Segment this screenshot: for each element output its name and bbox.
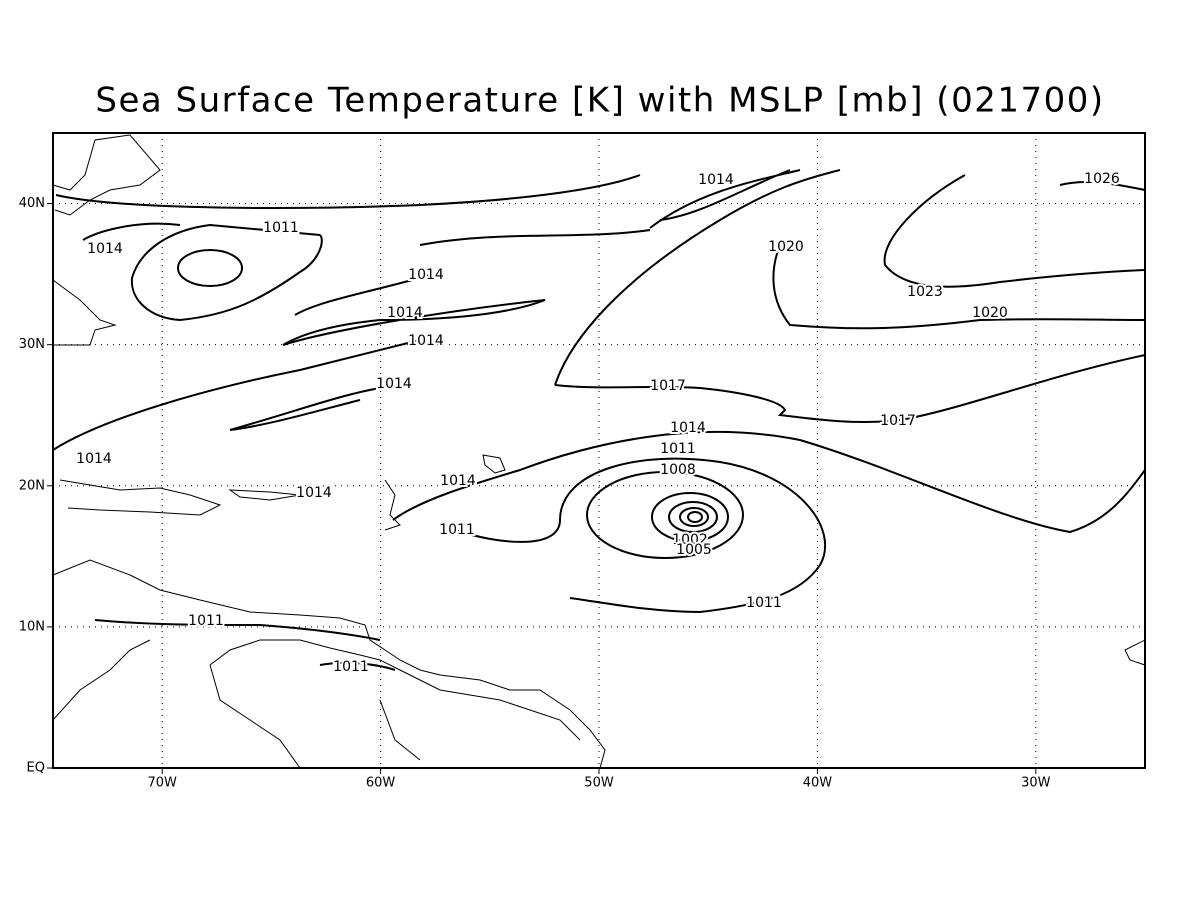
coastline [482,454,506,474]
isobar [586,471,744,559]
contour-label: 1011 [746,595,782,611]
contour-label: 1002 [672,532,708,548]
isobar [554,169,841,386]
isobar [668,501,718,533]
isobar [55,174,641,209]
coastline [52,134,161,216]
contour-label: 1014 [698,172,734,188]
contour-label: 1011 [188,613,224,629]
x-tick-label: 60W [366,776,396,791]
contour-labels: 1014 1026 1011 1014 1020 1014 1023 1014 1020 1014… [74,169,1122,677]
coastline [384,479,401,531]
isobar [679,507,709,527]
isobar [454,457,826,614]
contour-label: 1008 [660,462,696,478]
isobar [772,244,1146,330]
contour-label: 1017 [880,413,916,429]
x-tick-label: 30W [1021,776,1051,791]
contour-label: 1014 [76,451,112,467]
isobar [687,511,703,523]
contour-label: 1023 [907,284,943,300]
contour-label: 1020 [972,305,1008,321]
contour-label: 1017 [650,378,686,394]
contour-label: 1014 [670,420,706,436]
isobar [651,492,729,542]
isobar [649,169,801,229]
coastline [59,479,222,516]
contour-label: 1014 [296,485,332,501]
contour-label: 1014 [408,267,444,283]
contour-label: 1014 [87,241,123,257]
y-tick-label: 40N [19,196,45,211]
y-tick-label: EQ [27,761,45,776]
x-tick-label: 50W [584,776,614,791]
isobar [82,222,323,322]
y-tick-label: 10N [19,619,45,634]
contour-label: 1026 [1084,171,1120,187]
contour-label: 1011 [333,659,369,675]
y-tick-label: 20N [19,478,45,493]
isobar [554,354,1146,424]
isobar [282,299,546,346]
coastline [1124,639,1146,666]
isobar [392,430,1146,534]
contour-label: 1005 [676,542,712,558]
coastline [52,559,606,769]
contour-label: 1014 [387,305,423,321]
contour-label: 1011 [263,220,299,236]
contour-label: 1014 [440,473,476,489]
x-tick-label: 40W [803,776,833,791]
isobar [52,339,421,451]
contour-label: 1014 [376,376,412,392]
isobar [294,229,651,316]
contour-label: 1011 [439,522,475,538]
isobar [229,387,381,431]
isobar [177,249,243,287]
isobars [52,169,1146,671]
coastlines [52,134,1146,769]
coastline [228,489,301,501]
coastline [52,639,581,769]
isobar [94,619,396,671]
isobar [1059,181,1146,191]
contour-label: 1014 [408,333,444,349]
map-frame [52,132,1146,769]
contour-label: 1020 [768,239,804,255]
map-title: Sea Surface Temperature [K] with MSLP [m… [95,81,1104,121]
contour-label: 1011 [660,441,696,457]
y-tick-label: 30N [19,337,45,352]
isobar [883,174,1146,288]
x-tick-label: 70W [147,776,177,791]
coastline [52,279,117,346]
